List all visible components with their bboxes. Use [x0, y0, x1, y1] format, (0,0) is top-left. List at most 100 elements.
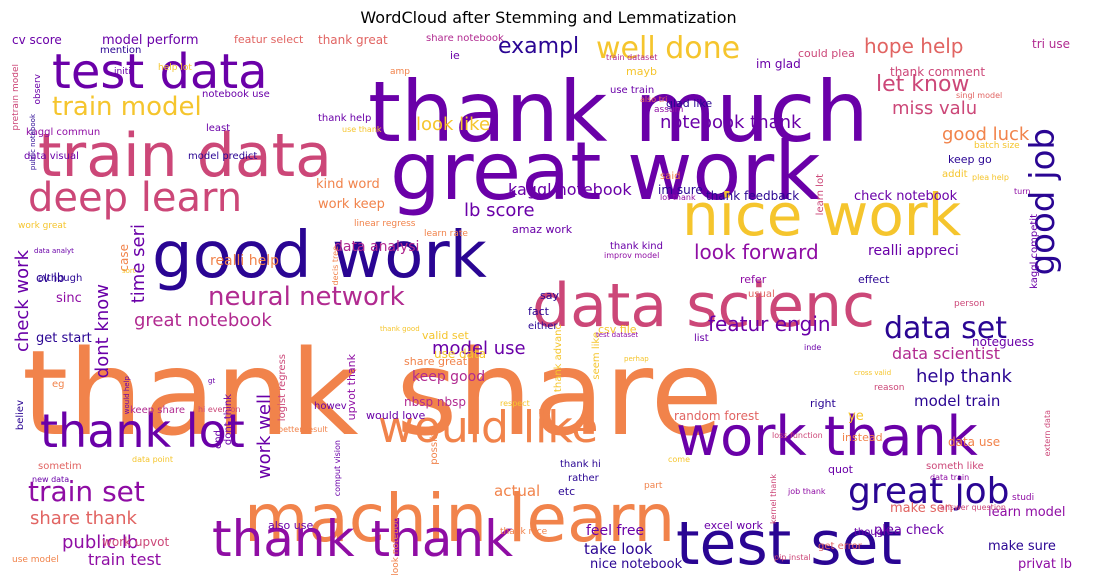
word-amp: amp	[390, 67, 410, 77]
word-perhap: perhap	[624, 355, 649, 363]
word-test-set: test set	[676, 509, 902, 575]
word-look-forward: look forward	[694, 240, 819, 264]
word-lot-thank: lot thank	[660, 193, 696, 202]
word-privat-lb: privat lb	[1018, 557, 1072, 572]
word-fact: fact	[528, 305, 549, 318]
word-model-use: model use	[432, 338, 526, 359]
word-quot: quot	[828, 463, 853, 476]
word-kernel-thank: kernel thank	[769, 474, 778, 524]
word-dont-think: dont think	[223, 394, 234, 446]
word-mention: mention	[100, 45, 142, 56]
word-thank-advanc: thank advanc	[553, 324, 564, 393]
word-glad-like: glad like	[666, 97, 713, 110]
word-great-work: great work	[390, 125, 821, 218]
word-train-model: train model	[52, 92, 202, 122]
word-im-sure: im sure	[658, 183, 703, 197]
word-thank-feedback: thank feedback	[706, 189, 800, 203]
word-model-perform: model perform	[102, 34, 199, 48]
word-refer: refer	[740, 273, 767, 286]
word-check-work: check work	[12, 250, 33, 352]
word-pretrain-model: pretrain model	[12, 64, 21, 131]
word-pip-instal: pip instal	[774, 553, 811, 562]
word-excel-work: excel work	[704, 519, 763, 532]
word-either: either	[528, 321, 558, 332]
word-observ: observ	[33, 74, 43, 105]
word-thank-thank: thank thank	[212, 510, 514, 568]
word-loss-function: loss function	[772, 431, 823, 440]
word-lb-score: lb score	[464, 200, 535, 221]
word-realli-help: realli help	[210, 253, 280, 269]
word-featur-select: featur select	[234, 34, 304, 46]
word-job-thank: job thank	[788, 487, 826, 496]
word-plea-help: plea help	[972, 173, 1009, 182]
word-get-error: get error	[818, 541, 862, 552]
word-new-data: new data	[32, 475, 70, 484]
word-come: come	[668, 455, 691, 464]
word-help-thank: help thank	[916, 366, 1012, 387]
word-rather: rather	[568, 473, 599, 484]
word-learn-model: learn model	[988, 505, 1066, 520]
word-share-great: share great	[404, 355, 468, 368]
word-said: said	[660, 171, 681, 182]
word-realli-appreci: realli appreci	[868, 243, 959, 259]
word-let-know: let know	[876, 72, 970, 97]
word-amaz-work: amaz work	[512, 223, 573, 236]
word-test-data: test data	[52, 44, 268, 100]
word-use-train: use train	[610, 85, 655, 96]
word-thank-lot: thank lot	[40, 404, 245, 458]
word-comput-vision: comput vision	[333, 440, 342, 497]
word-data-train: data train	[930, 473, 970, 482]
word-work-well: work well	[254, 394, 275, 480]
word-usual: usual	[748, 289, 775, 300]
word-addit: addit	[942, 169, 968, 180]
word-keep-go: keep go	[948, 153, 992, 166]
word-featur-engin: featur engin	[708, 312, 831, 336]
word-also-tri: also tri	[640, 95, 668, 104]
word-thank-comment: thank comment	[890, 65, 986, 79]
word-would-love: would love	[366, 409, 426, 422]
word-ye: ye	[848, 409, 864, 424]
word-learn-lot: learn lot	[815, 174, 826, 216]
word-make-sen: make sen	[890, 501, 953, 516]
word-use-thank: use thank	[342, 125, 382, 134]
word-data-set: data set	[884, 311, 1007, 346]
word-inde: inde	[804, 343, 822, 352]
word-linear-regress: linear regress	[354, 219, 416, 229]
word-answer-question: answer question	[940, 503, 1006, 512]
word-turn: turn	[1014, 187, 1031, 196]
word-share-notebook: share notebook	[426, 34, 504, 44]
word-better-result: better result	[278, 425, 328, 434]
word-actual: actual	[494, 482, 541, 500]
word-believ: believ	[15, 400, 26, 431]
word-kaggl-notebook: kaggl notebook	[508, 180, 632, 199]
word-hi-everyon: hi everyon	[198, 405, 241, 414]
word-nbsp-nbsp: nbsp nbsp	[404, 395, 466, 409]
word-use-model: use model	[12, 555, 59, 565]
word-singl-model: singl model	[956, 91, 1003, 100]
word-public-notebook: public notebook	[29, 114, 37, 171]
word-right: right	[810, 397, 836, 410]
word-initi: initi	[114, 67, 131, 77]
word-though: though	[854, 527, 890, 538]
word-seem-like: seem like	[591, 332, 602, 380]
word-train-test: train test	[88, 550, 162, 569]
word-logist-regress: logist regress	[277, 354, 288, 422]
word-part: part	[644, 481, 663, 491]
word-etc: etc	[558, 485, 576, 498]
word-cv-lb: cv lb	[36, 271, 65, 285]
word-reason: reason	[874, 383, 905, 393]
word-random-forest: random forest	[674, 409, 759, 423]
word-data-scienc: data scienc	[532, 271, 876, 341]
word-model-predict: model predict	[188, 151, 258, 162]
word-great-notebook: great notebook	[134, 310, 272, 331]
word-thank-share: thank share	[22, 324, 724, 462]
word-ie: ie	[450, 49, 460, 62]
chart-title: WordCloud after Stemming and Lemmatizati…	[360, 8, 737, 27]
word-say: say	[540, 289, 559, 302]
word-studi: studi	[1012, 493, 1035, 503]
word-good-luck: good luck	[942, 124, 1030, 145]
word-nice-notebook: nice notebook	[590, 557, 683, 572]
word-list: list	[694, 333, 709, 344]
word-end: end	[213, 430, 224, 449]
